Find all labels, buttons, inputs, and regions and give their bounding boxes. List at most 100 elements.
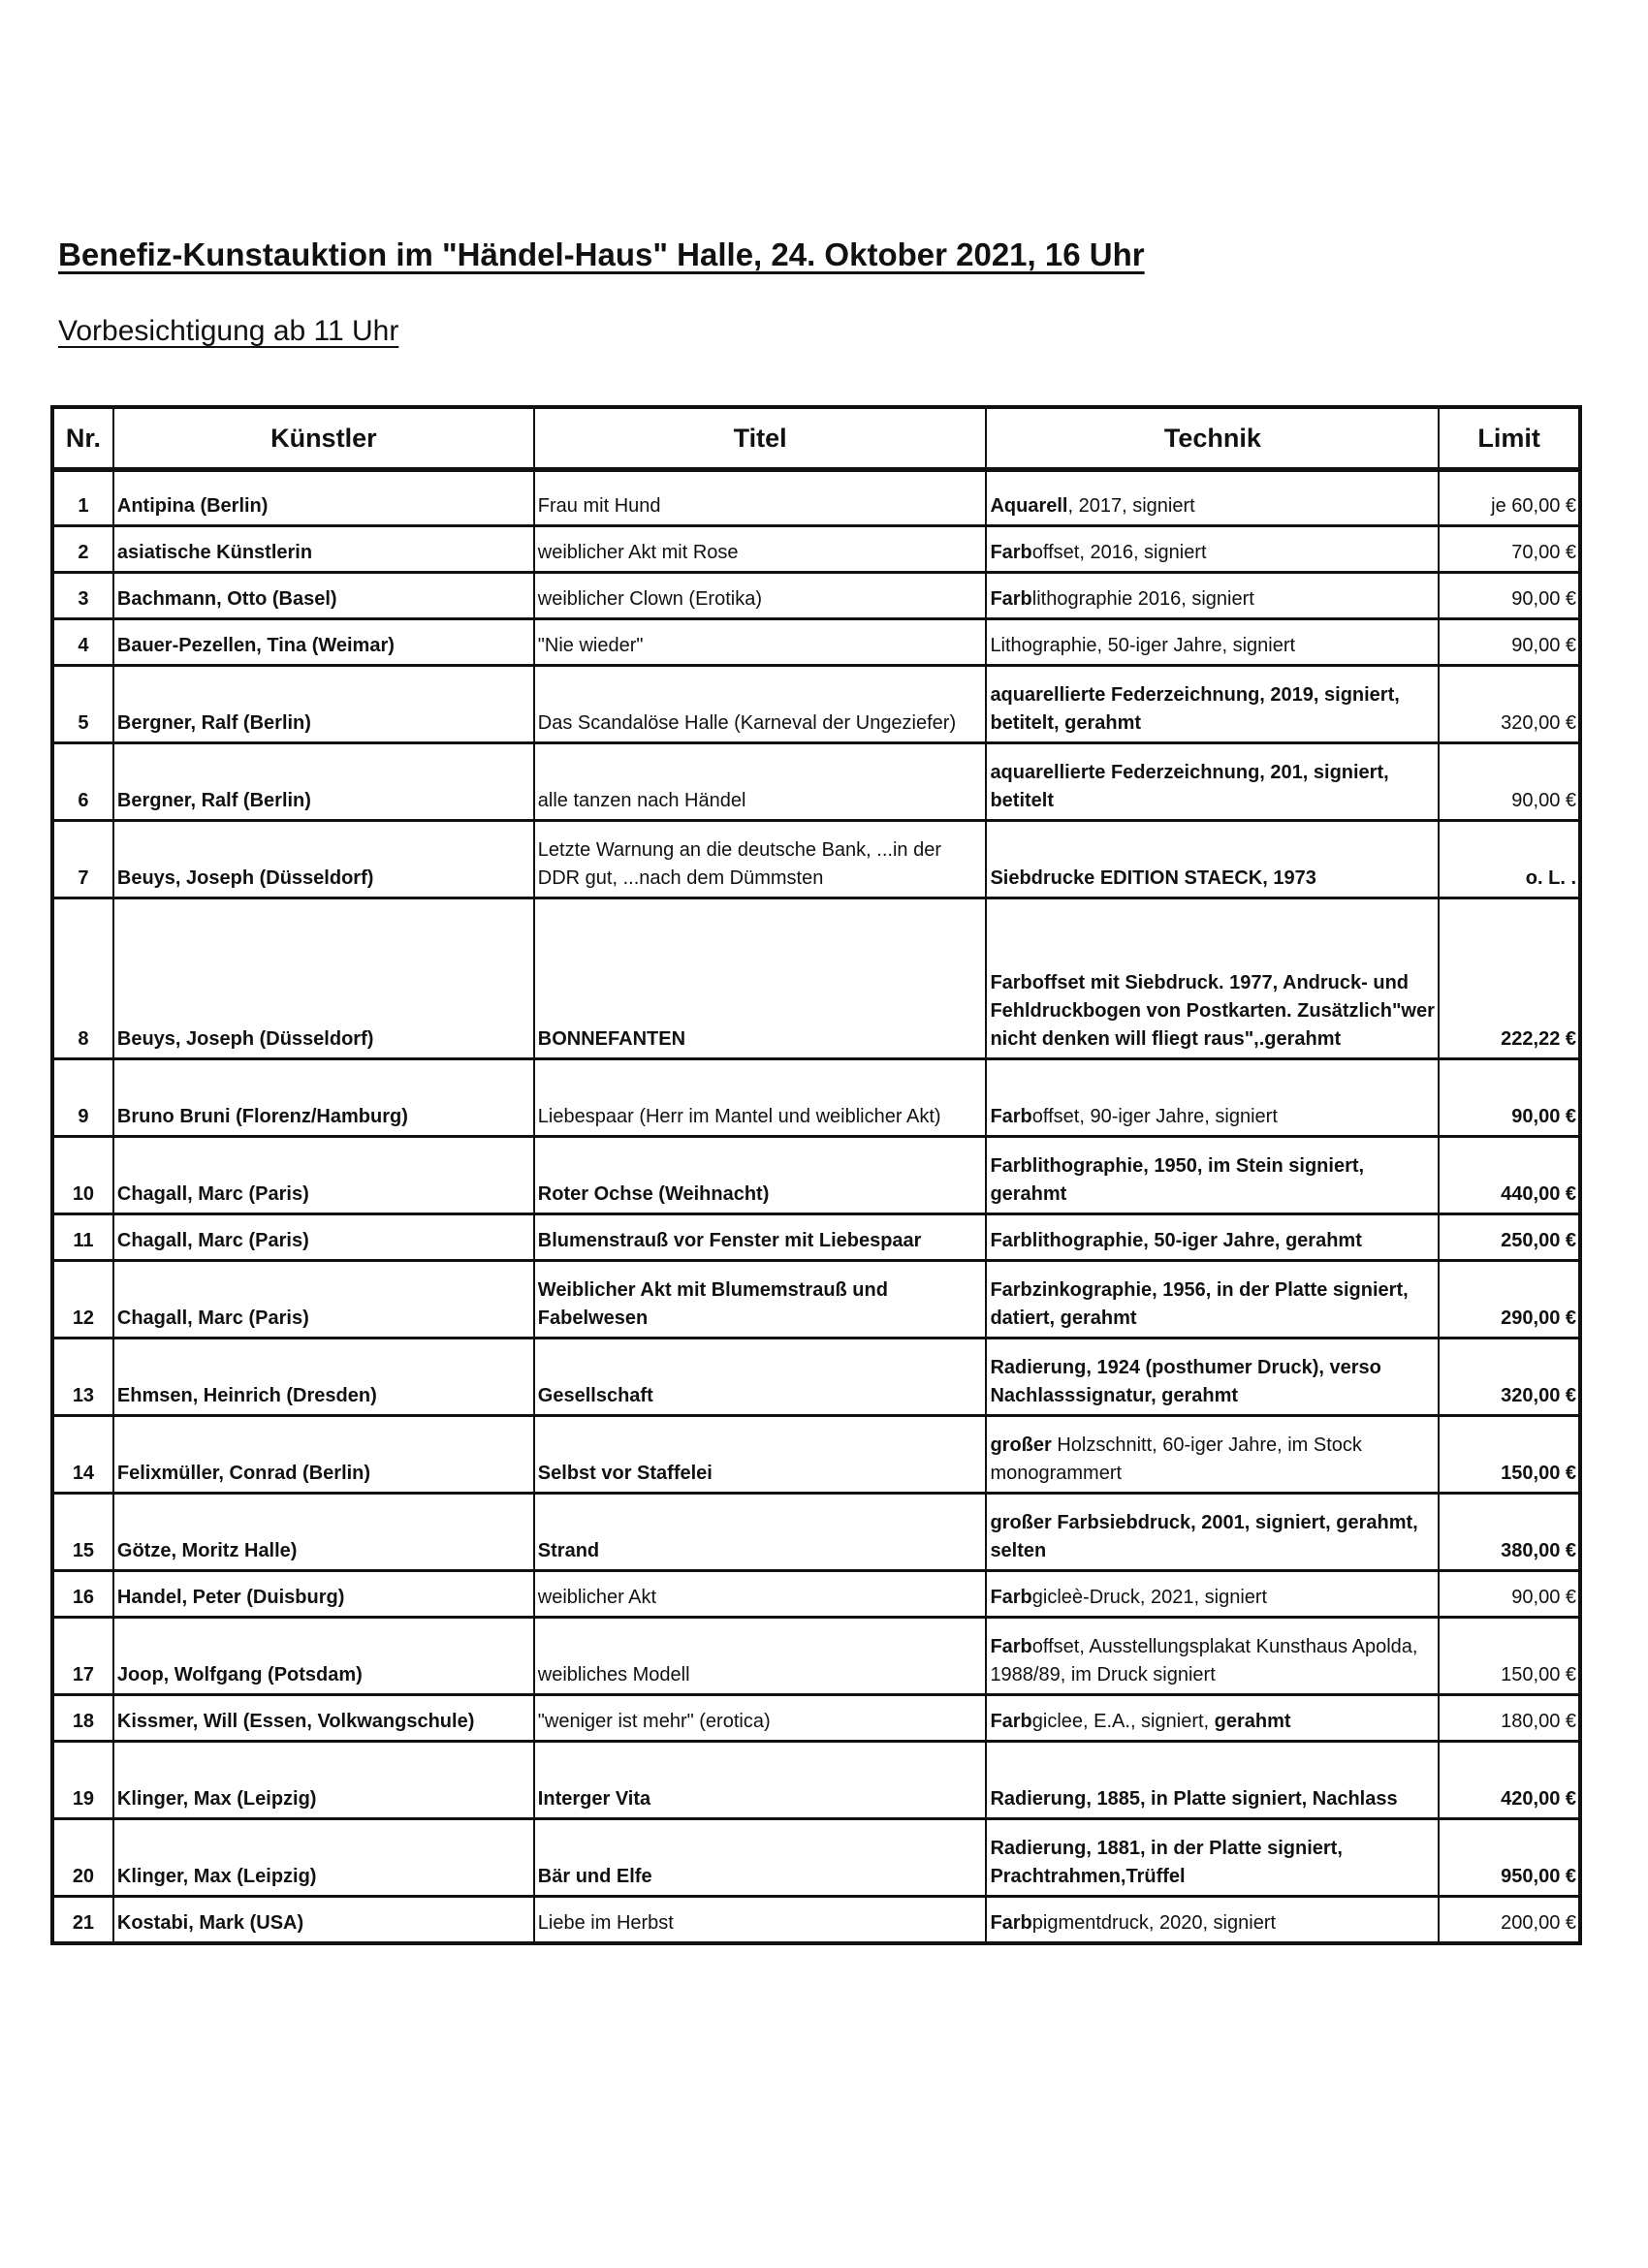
cell-limit: 380,00 € bbox=[1438, 1492, 1581, 1572]
technik-text: Radierung, 1881, in der Platte signiert,… bbox=[990, 1838, 1343, 1887]
technik-text: lithographie 2016, signiert bbox=[1031, 588, 1254, 610]
table-row: 9 Bruno Bruni (Florenz/Hamburg) Liebespaar… bbox=[51, 1057, 1581, 1138]
cell-titel: Liebe im Herbst bbox=[532, 1895, 988, 1944]
cell-kuenstler: Beuys, Joseph (Düsseldorf) bbox=[111, 897, 535, 1060]
cell-kuenstler: Ehmsen, Heinrich (Dresden) bbox=[111, 1337, 535, 1417]
table-row: 10 Chagall, Marc (Paris) Roter Ochse (Weih… bbox=[51, 1135, 1581, 1215]
document-title: Benefiz-Kunstauktion im "Händel-Haus" Ha… bbox=[58, 236, 1145, 272]
table-row: 19 Klinger, Max (Leipzig) Interger Vita Rad… bbox=[51, 1740, 1581, 1820]
cell-kuenstler: Bauer-Pezellen, Tina (Weimar) bbox=[111, 617, 535, 667]
technik-text: Farb bbox=[990, 542, 1032, 563]
cell-technik: Farbgiclee, E.A., signiert, gerahmt bbox=[985, 1693, 1441, 1743]
cell-nr: 5 bbox=[51, 664, 114, 744]
table-row: 20 Klinger, Max (Leipzig) Bär und Elfe Radi… bbox=[51, 1817, 1581, 1898]
table-row: 14 Felixmüller, Conrad (Berlin) Selbst vor… bbox=[51, 1414, 1581, 1495]
table-row: 6 Bergner, Ralf (Berlin) alle tanzen nach … bbox=[51, 741, 1581, 822]
cell-limit: o. L. . bbox=[1438, 819, 1581, 899]
technik-text: giclee, E.A., signiert, bbox=[1031, 1711, 1215, 1732]
cell-technik: Radierung, 1881, in der Platte signiert,… bbox=[985, 1817, 1441, 1898]
table-row: 11 Chagall, Marc (Paris) Blumenstrauß vor … bbox=[51, 1213, 1581, 1262]
technik-text: offset, 90-iger Jahre, signiert bbox=[1031, 1106, 1278, 1127]
cell-technik: Farboffset mit Siebdruck. 1977, Andruck-… bbox=[985, 897, 1441, 1060]
cell-nr: 7 bbox=[51, 819, 114, 899]
cell-nr: 13 bbox=[51, 1337, 114, 1417]
cell-kuenstler: Antipina (Berlin) bbox=[111, 468, 535, 527]
technik-text: Radierung, 1885, in Platte signiert, Nac… bbox=[990, 1788, 1398, 1810]
cell-titel: Bär und Elfe bbox=[532, 1817, 988, 1898]
cell-nr: 19 bbox=[51, 1740, 114, 1820]
cell-limit: 320,00 € bbox=[1438, 1337, 1581, 1417]
cell-kuenstler: Klinger, Max (Leipzig) bbox=[111, 1740, 535, 1820]
technik-text: pigmentdruck, 2020, signiert bbox=[1031, 1911, 1277, 1934]
technik-text: offset, 2016, signiert bbox=[1031, 542, 1207, 563]
cell-titel: Roter Ochse (Weihnacht) bbox=[532, 1135, 988, 1215]
table-row: 1 Antipina (Berlin) Frau mit Hund Aquarell,… bbox=[51, 468, 1581, 527]
technik-text: Aquarell bbox=[990, 495, 1068, 517]
cell-nr: 3 bbox=[51, 571, 114, 620]
cell-titel: Das Scandalöse Halle (Karneval der Ungez… bbox=[532, 664, 988, 744]
cell-titel: Letzte Warnung an die deutsche Bank, ...… bbox=[532, 819, 988, 899]
cell-limit: 180,00 € bbox=[1438, 1693, 1581, 1743]
cell-nr: 2 bbox=[51, 524, 114, 574]
cell-kuenstler: Joop, Wolfgang (Potsdam) bbox=[111, 1616, 535, 1696]
cell-titel: Frau mit Hund bbox=[532, 468, 988, 527]
cell-nr: 21 bbox=[51, 1895, 114, 1944]
technik-text: großer bbox=[990, 1434, 1052, 1456]
technik-text: gerahmt bbox=[1214, 1711, 1291, 1732]
technik-text: Farbzinkographie, 1956, in der Platte si… bbox=[990, 1279, 1409, 1329]
cell-nr: 18 bbox=[51, 1693, 114, 1743]
cell-titel: Strand bbox=[532, 1492, 988, 1572]
cell-nr: 11 bbox=[51, 1213, 114, 1262]
table-row: 17 Joop, Wolfgang (Potsdam) weibliches Mod… bbox=[51, 1616, 1581, 1696]
cell-limit: 200,00 € bbox=[1438, 1895, 1581, 1944]
technik-text: Farboffset mit Siebdruck. 1977, Andruck-… bbox=[990, 972, 1435, 1050]
cell-limit: 440,00 € bbox=[1438, 1135, 1581, 1215]
technik-text: Farb bbox=[990, 1106, 1032, 1127]
cell-kuenstler: Kostabi, Mark (USA) bbox=[111, 1895, 535, 1944]
table-row: 4 Bauer-Pezellen, Tina (Weimar) "Nie wiede… bbox=[51, 617, 1581, 667]
technik-text: Siebdrucke EDITION STAECK, 1973 bbox=[990, 867, 1316, 889]
cell-technik: Siebdrucke EDITION STAECK, 1973 bbox=[985, 819, 1441, 899]
cell-technik: Farbpigmentdruck, 2020, signiert bbox=[985, 1895, 1441, 1944]
technik-text: gicleè-Druck, 2021, signiert bbox=[1031, 1587, 1268, 1608]
cell-titel: Gesellschaft bbox=[532, 1337, 988, 1417]
cell-technik: Farboffset, Ausstellungsplakat Kunsthaus… bbox=[985, 1616, 1441, 1696]
header-limit: Limit bbox=[1438, 406, 1581, 472]
cell-kuenstler: Bergner, Ralf (Berlin) bbox=[111, 664, 535, 744]
table-row: 5 Bergner, Ralf (Berlin) Das Scandalöse Ha… bbox=[51, 664, 1581, 744]
cell-technik: Lithographie, 50-iger Jahre, signiert bbox=[985, 617, 1441, 667]
table-row: 13 Ehmsen, Heinrich (Dresden) Gesellschaft… bbox=[51, 1337, 1581, 1417]
auction-table: Nr. Künstler Titel Technik Limit 1 Antipi… bbox=[50, 405, 1582, 1945]
cell-technik: Radierung, 1924 (posthumer Druck), verso… bbox=[985, 1337, 1441, 1417]
cell-nr: 14 bbox=[51, 1414, 114, 1495]
cell-limit: 950,00 € bbox=[1438, 1817, 1581, 1898]
technik-text: Lithographie, 50-iger Jahre, signiert bbox=[990, 635, 1296, 656]
table-row: 2 asiatische Künstlerin weiblicher Akt mit… bbox=[51, 524, 1581, 574]
cell-titel: Interger Vita bbox=[532, 1740, 988, 1820]
cell-nr: 12 bbox=[51, 1259, 114, 1339]
technik-text: offset, Ausstellungsplakat Kunsthaus Apo… bbox=[990, 1636, 1418, 1685]
table-row: 21 Kostabi, Mark (USA) Liebe im Herbst Farb… bbox=[51, 1895, 1581, 1944]
technik-text: großer Farbsiebdruck, 2001, signiert, ge… bbox=[990, 1512, 1418, 1561]
header-titel: Titel bbox=[532, 406, 988, 472]
table-row: 12 Chagall, Marc (Paris) Weiblicher Akt mi… bbox=[51, 1259, 1581, 1339]
cell-technik: Farblithographie, 1950, im Stein signier… bbox=[985, 1135, 1441, 1215]
cell-titel: "Nie wieder" bbox=[532, 617, 988, 667]
header-technik: Technik bbox=[985, 406, 1441, 472]
cell-limit: 90,00 € bbox=[1438, 1057, 1581, 1138]
table-row: 18 Kissmer, Will (Essen, Volkwangschule) "… bbox=[51, 1693, 1581, 1743]
technik-text: aquarellierte Federzeichnung, 2019, sign… bbox=[990, 684, 1400, 734]
technik-text: , 2017, signiert bbox=[1067, 495, 1195, 517]
cell-nr: 6 bbox=[51, 741, 114, 822]
cell-titel: BONNEFANTEN bbox=[532, 897, 988, 1060]
header-row: Nr. Künstler Titel Technik Limit bbox=[51, 406, 1581, 472]
cell-limit: 320,00 € bbox=[1438, 664, 1581, 744]
cell-kuenstler: Götze, Moritz Halle) bbox=[111, 1492, 535, 1572]
table-row: 16 Handel, Peter (Duisburg) weiblicher Akt… bbox=[51, 1569, 1581, 1619]
technik-text: Farblithographie, 50-iger Jahre, gerahmt bbox=[990, 1230, 1362, 1251]
cell-limit: 90,00 € bbox=[1438, 741, 1581, 822]
cell-limit: 250,00 € bbox=[1438, 1213, 1581, 1262]
table-row: 15 Götze, Moritz Halle) Strand großer Farbs… bbox=[51, 1492, 1581, 1572]
cell-nr: 8 bbox=[51, 897, 114, 1060]
cell-titel: weibliches Modell bbox=[532, 1616, 988, 1696]
